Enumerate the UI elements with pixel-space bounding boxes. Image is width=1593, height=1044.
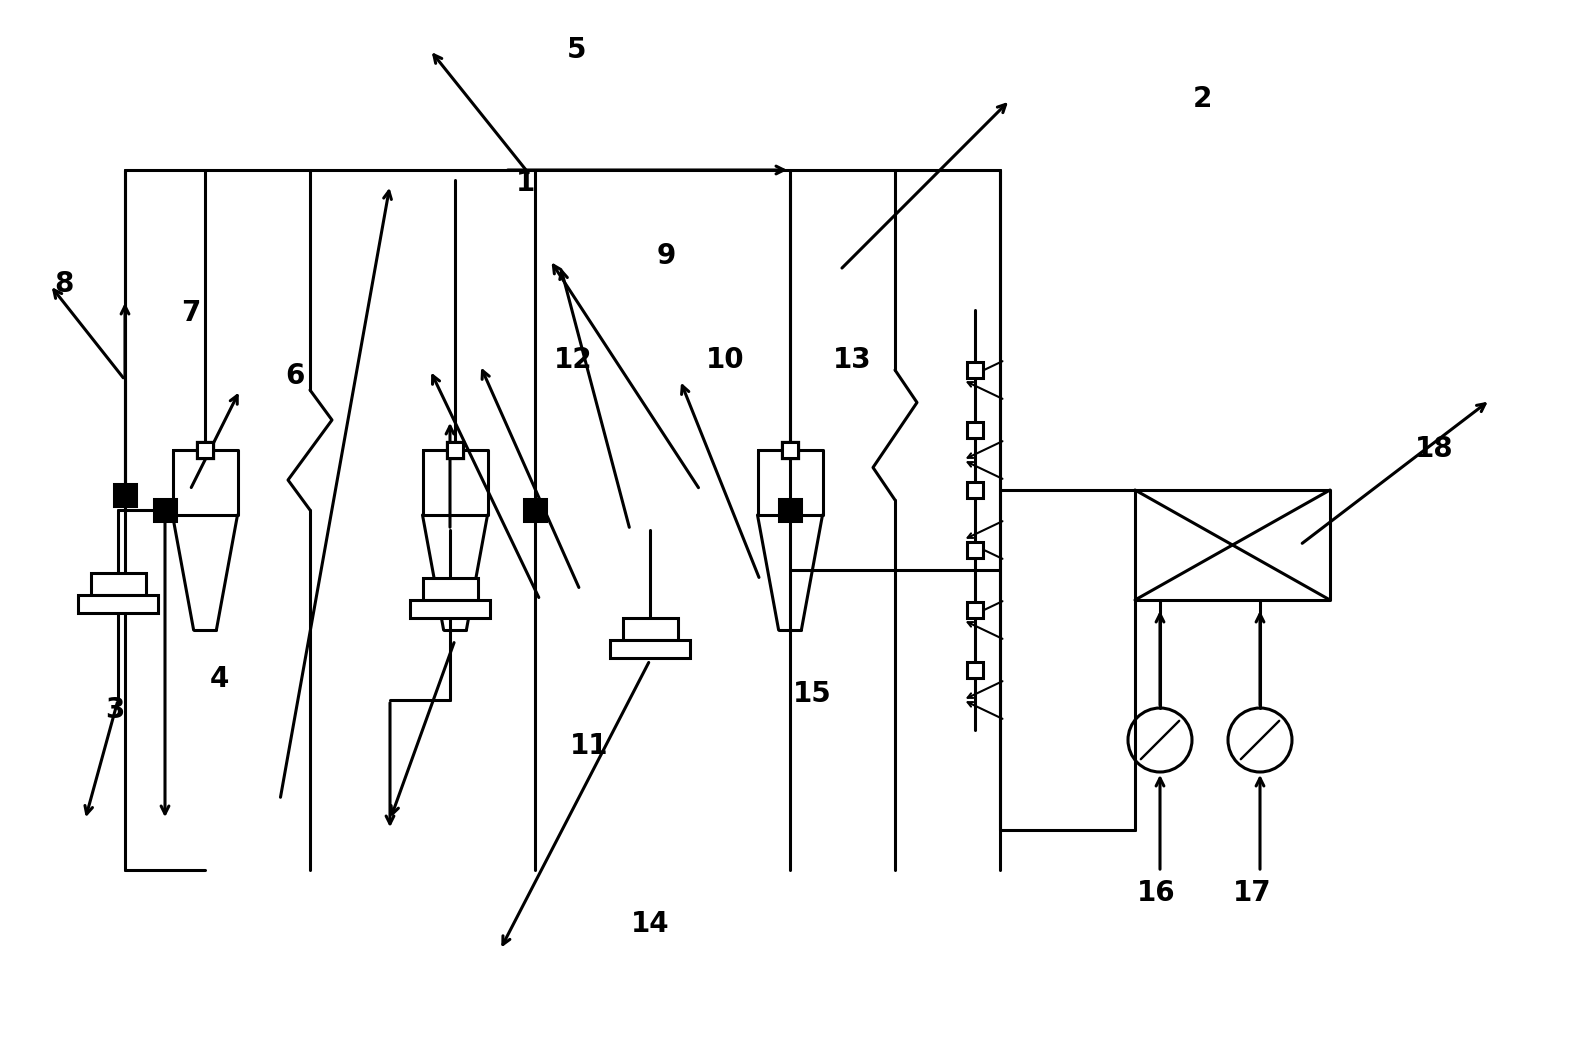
Text: 8: 8 bbox=[54, 270, 73, 298]
Bar bbox=[448, 442, 464, 458]
Bar bbox=[78, 595, 158, 613]
Bar bbox=[198, 442, 213, 458]
Text: 6: 6 bbox=[285, 362, 304, 389]
Bar bbox=[967, 602, 983, 618]
Bar bbox=[967, 362, 983, 378]
Bar bbox=[967, 662, 983, 678]
Text: 14: 14 bbox=[631, 910, 669, 938]
Bar bbox=[198, 442, 213, 458]
Bar bbox=[782, 442, 798, 458]
Bar bbox=[967, 422, 983, 438]
Bar bbox=[448, 442, 464, 458]
Bar bbox=[448, 442, 464, 458]
Text: 1: 1 bbox=[516, 169, 535, 196]
Bar bbox=[155, 499, 175, 521]
Bar bbox=[422, 578, 478, 600]
Bar bbox=[448, 442, 464, 458]
Text: 5: 5 bbox=[567, 37, 586, 64]
Bar bbox=[115, 484, 135, 506]
Text: 4: 4 bbox=[210, 665, 229, 692]
Text: 2: 2 bbox=[1193, 86, 1212, 113]
Bar bbox=[782, 442, 798, 458]
Bar bbox=[409, 600, 491, 618]
Text: 15: 15 bbox=[793, 681, 832, 708]
Text: 3: 3 bbox=[105, 696, 124, 723]
Bar bbox=[782, 442, 798, 458]
Bar bbox=[91, 573, 145, 595]
Text: 10: 10 bbox=[706, 347, 744, 374]
Bar bbox=[198, 442, 213, 458]
Text: 11: 11 bbox=[570, 733, 609, 760]
Text: 16: 16 bbox=[1137, 879, 1176, 906]
Bar bbox=[967, 542, 983, 557]
Bar bbox=[782, 442, 798, 458]
Bar bbox=[967, 482, 983, 498]
Bar bbox=[198, 442, 213, 458]
Bar bbox=[779, 499, 801, 521]
Bar bbox=[782, 442, 798, 458]
Text: 9: 9 bbox=[656, 242, 675, 269]
Text: 18: 18 bbox=[1415, 435, 1453, 462]
Text: 13: 13 bbox=[833, 347, 871, 374]
Bar bbox=[610, 640, 690, 658]
Bar bbox=[623, 618, 677, 640]
Bar bbox=[448, 442, 464, 458]
Text: 12: 12 bbox=[554, 347, 593, 374]
Bar bbox=[198, 442, 213, 458]
Bar bbox=[524, 499, 546, 521]
Text: 17: 17 bbox=[1233, 879, 1271, 906]
Text: 7: 7 bbox=[182, 300, 201, 327]
